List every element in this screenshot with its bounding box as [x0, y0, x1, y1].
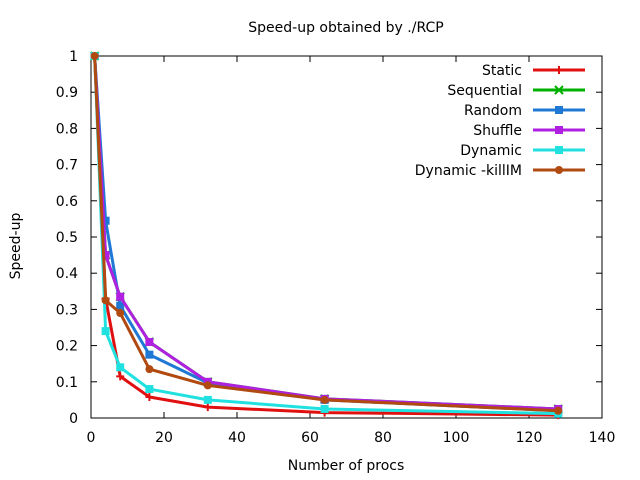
legend-entry: Sequential — [447, 83, 585, 99]
legend: Static Sequential Random Shuffle Dynamic Dyna… — [415, 63, 585, 179]
data-point-square-marker — [116, 363, 125, 372]
data-point-square-marker — [145, 337, 154, 346]
x-tick-label: 120 — [516, 430, 543, 446]
data-point-square-marker — [116, 301, 125, 310]
data-point-square-marker — [555, 126, 563, 134]
axes: 0 20 40 60 80 100 120 140 0 0.1 0.2 0.3 0.4 0.5 0.6 0.7… — [56, 49, 616, 446]
y-tick-label: 0.4 — [56, 266, 78, 282]
y-tick-label: 0.9 — [56, 85, 78, 101]
data-point-square-marker — [555, 146, 563, 154]
data-point-circle-marker — [554, 406, 563, 415]
y-tick-label: 0.3 — [56, 302, 78, 318]
x-tick-label: 20 — [155, 430, 173, 446]
x-axis-label: Number of procs — [288, 458, 405, 474]
x-tick-label: 60 — [301, 430, 319, 446]
chart-title: Speed-up obtained by ./RCP — [248, 20, 443, 36]
legend-entry: Dynamic -killIM — [415, 163, 585, 179]
legend-label: Shuffle — [473, 123, 522, 139]
data-point-plus-marker — [145, 393, 154, 402]
x-tick-label: 100 — [443, 430, 470, 446]
data-point-circle-marker — [203, 381, 212, 390]
y-tick-label: 0.5 — [56, 230, 78, 246]
legend-label: Static — [482, 63, 522, 79]
data-point-square-marker — [145, 385, 154, 394]
y-tick-label: 0.1 — [56, 375, 78, 391]
data-point-square-marker — [203, 395, 212, 404]
legend-entry: Random — [464, 103, 585, 119]
data-point-circle-marker — [320, 395, 329, 404]
data-point-cross-marker — [554, 85, 564, 95]
data-point-square-marker — [101, 327, 110, 336]
data-point-square-marker — [145, 350, 154, 359]
series-dynamic-killim — [90, 52, 563, 415]
data-point-square-marker — [555, 106, 563, 114]
y-tick-label: 0 — [69, 411, 78, 427]
data-point-circle-marker — [145, 365, 154, 374]
x-tick-label: 40 — [228, 430, 246, 446]
data-point-square-marker — [116, 292, 125, 301]
data-point-plus-marker — [116, 372, 125, 381]
legend-label: Random — [464, 103, 522, 119]
x-tick-label: 80 — [374, 430, 392, 446]
data-point-circle-marker — [101, 296, 110, 305]
x-tick-label: 0 — [87, 430, 96, 446]
data-point-square-marker — [101, 216, 110, 225]
data-point-plus-marker — [203, 403, 212, 412]
legend-label: Sequential — [447, 83, 522, 99]
y-tick-label: 0.8 — [56, 121, 78, 137]
legend-entry: Static — [482, 63, 585, 79]
data-point-circle-marker — [90, 52, 99, 60]
y-tick-label: 1 — [69, 49, 78, 65]
data-point-circle-marker — [555, 166, 563, 174]
y-tick-label: 0.2 — [56, 339, 78, 355]
series-layer — [89, 51, 563, 420]
data-point-circle-marker — [116, 309, 125, 318]
x-tick-label: 140 — [589, 430, 616, 446]
data-point-square-marker — [320, 404, 329, 413]
y-axis-label: Speed-up — [8, 213, 24, 280]
legend-entry: Dynamic — [460, 143, 585, 159]
data-point-square-marker — [101, 251, 110, 260]
y-tick-label: 0.6 — [56, 194, 78, 210]
legend-label: Dynamic — [460, 143, 522, 159]
legend-entry: Shuffle — [473, 123, 585, 139]
legend-label: Dynamic -killIM — [415, 163, 522, 179]
data-point-plus-marker — [555, 66, 563, 74]
y-tick-label: 0.7 — [56, 158, 78, 174]
